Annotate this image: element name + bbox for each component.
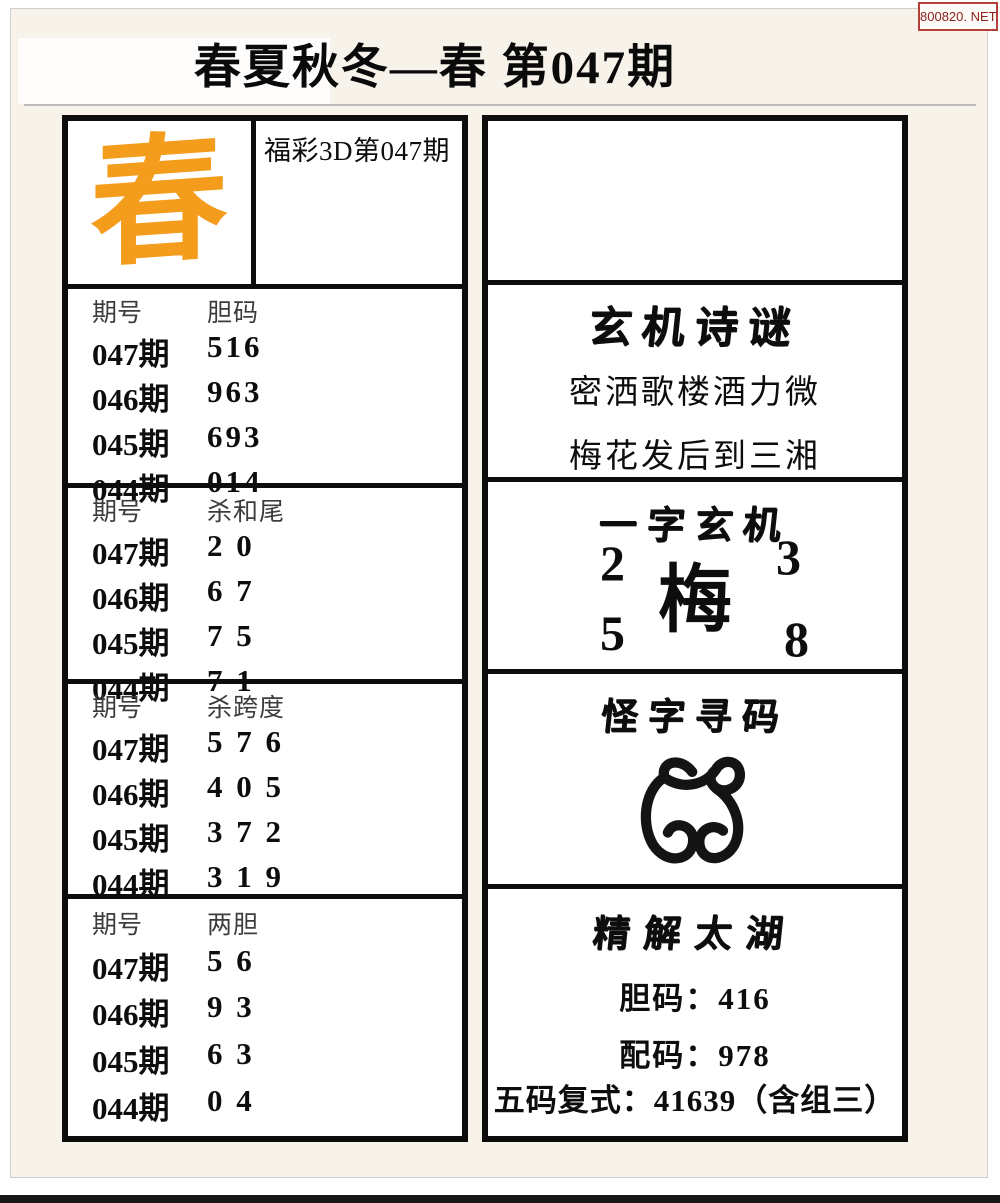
value-cell: 693: [207, 419, 263, 454]
issue-cell: 046期: [92, 581, 170, 616]
one-char-number-top-right: 3: [776, 529, 801, 586]
spring-logo: 春: [90, 120, 229, 284]
issue-cell: 045期: [92, 1044, 170, 1080]
value-cell: 6 7: [207, 573, 255, 608]
table-row: 044期 014: [92, 464, 462, 509]
logo-row: 春 福彩3D第047期: [68, 120, 462, 284]
value-cell: 7 5: [207, 618, 255, 653]
issue-cell: 046期: [92, 382, 170, 417]
issue-cell: 044期: [92, 472, 170, 507]
col-header-shakuadu: 杀跨度: [207, 695, 286, 722]
table-danma: 期号 胆码 047期 516 046期 963 045期 693 044期 01…: [68, 284, 462, 507]
table-row: 046期 6 7: [92, 573, 462, 618]
issue-cell: 047期: [92, 950, 170, 986]
value-cell: 5 7 6: [207, 724, 284, 759]
issue-cell: 045期: [92, 427, 170, 462]
col-header-shahewei: 杀和尾: [207, 499, 286, 526]
one-char-number-bottom-left: 5: [600, 605, 625, 662]
table-row: 046期 4 0 5: [92, 769, 462, 814]
one-char-number-top-left: 2: [600, 535, 625, 592]
section-one-char: 一字玄机 2 3 5 8 梅: [488, 477, 902, 669]
site-badge: 800820. NET: [918, 2, 998, 31]
issue-cell: 047期: [92, 536, 170, 571]
value-cell: 4 0 5: [207, 769, 284, 804]
value-cell: 963: [207, 374, 263, 409]
value-cell: 3 1 9: [207, 859, 284, 894]
taihu-dan-line: 胆码：416: [619, 981, 771, 1016]
value-cell: 3 7 2: [207, 814, 284, 849]
right-column: 玄机诗谜 密洒歌楼酒力微 梅花发后到三湘 一字玄机 2 3 5 8 梅 怪字寻码…: [482, 115, 908, 1142]
col-header-issue: 期号: [92, 499, 143, 526]
spring-logo-cell: 春: [68, 120, 256, 284]
table-shakuadu: 期号 杀跨度 047期 5 7 6 046期 4 0 5 045期 3 7 2 …: [68, 679, 462, 902]
table-row: 046期 9 3: [92, 989, 462, 1034]
value-cell: 2 0: [207, 528, 255, 563]
table-row: 046期 963: [92, 374, 462, 419]
table-row: 044期 0 4: [92, 1083, 462, 1128]
value-cell: 014: [207, 464, 263, 499]
table-liangdan: 期号 两胆 047期 5 6 046期 9 3 045期 6 3 044期 0 …: [68, 894, 462, 1136]
col-header-danma: 胆码: [207, 300, 260, 327]
value-cell: 5 6: [207, 942, 255, 978]
title-divider: [24, 104, 976, 106]
page-title: 春夏秋冬—春 第047期: [193, 42, 677, 94]
issue-cell: 045期: [92, 822, 170, 857]
table-row: 045期 693: [92, 419, 462, 464]
col-header-issue: 期号: [92, 300, 143, 327]
one-char-number-bottom-right: 8: [784, 611, 809, 668]
poem-line-1: 密洒歌楼酒力微: [569, 375, 821, 412]
taihu-pei-line: 配码：978: [619, 1038, 771, 1073]
value-cell: 516: [207, 329, 263, 364]
one-char-center: 梅: [658, 560, 732, 643]
section-taihu: 精解太湖 胆码：416 配码：978 五码复式：41639（含组三）: [488, 884, 902, 1136]
issue-cell: 福彩3D第047期: [256, 121, 462, 284]
bottom-bar: [0, 1195, 1000, 1203]
issue-label: 福彩3D第047期: [264, 136, 450, 166]
table-row: 045期 7 5: [92, 618, 462, 663]
issue-cell: 044期: [92, 1091, 170, 1127]
table-row: 045期 6 3: [92, 1036, 462, 1081]
left-column: 春 福彩3D第047期 期号 胆码 047期 516 046期 963 045期…: [62, 115, 468, 1142]
table-header: 期号 杀跨度: [92, 688, 462, 724]
issue-cell: 046期: [92, 997, 170, 1033]
section-strange-char: 怪字寻码: [488, 669, 902, 884]
table-row: 047期 5 6: [92, 943, 462, 988]
table-row: 044期 7 1: [92, 663, 462, 708]
table-header: 期号 两胆: [92, 905, 462, 941]
strange-char-title: 怪字寻码: [598, 697, 791, 738]
col-header-issue: 期号: [92, 695, 143, 722]
issue-cell: 045期: [92, 626, 170, 661]
value-cell: 6 3: [207, 1036, 255, 1072]
col-header-issue: 期号: [92, 911, 143, 939]
empty-top-cell: [488, 121, 902, 280]
issue-cell: 047期: [92, 732, 170, 767]
table-row: 047期 516: [92, 329, 462, 374]
col-header-liangdan: 两胆: [207, 911, 260, 939]
table-row: 047期 5 7 6: [92, 724, 462, 769]
taihu-five-code-line: 五码复式：41639（含组三）: [493, 1083, 897, 1118]
table-header: 期号 杀和尾: [92, 492, 462, 528]
value-cell: 9 3: [207, 989, 255, 1025]
issue-cell: 044期: [92, 671, 170, 706]
issue-cell: 046期: [92, 777, 170, 812]
table-row: 047期 2 0: [92, 528, 462, 573]
poem-title: 玄机诗谜: [586, 305, 803, 353]
table-row: 045期 3 7 2: [92, 814, 462, 859]
poem-line-2: 梅花发后到三湘: [569, 439, 821, 476]
strange-character-glyph: [640, 756, 745, 864]
section-poem: 玄机诗谜 密洒歌楼酒力微 梅花发后到三湘: [488, 280, 902, 477]
table-header: 期号 胆码: [92, 293, 462, 329]
title-backdrop: [18, 38, 330, 104]
table-shahewei: 期号 杀和尾 047期 2 0 046期 6 7 045期 7 5 044期 7…: [68, 483, 462, 706]
value-cell: 0 4: [207, 1083, 255, 1119]
taihu-title: 精解太湖: [590, 914, 799, 955]
issue-cell: 047期: [92, 337, 170, 372]
